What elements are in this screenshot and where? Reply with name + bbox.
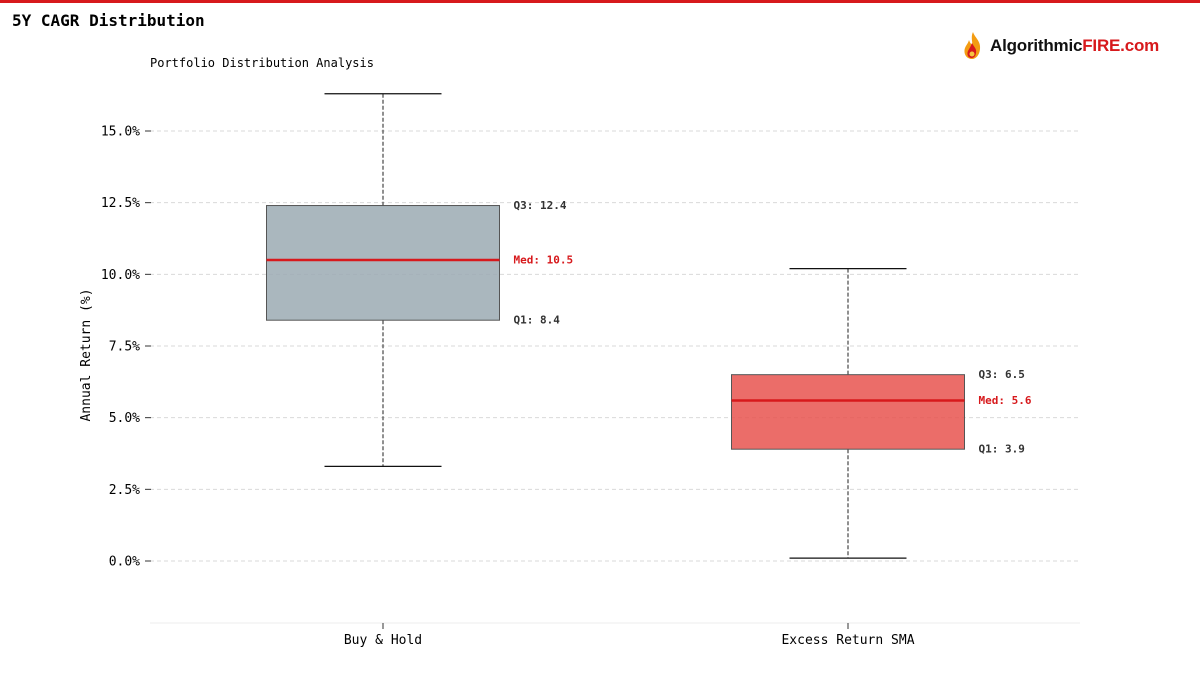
x-tick-label: Buy & Hold bbox=[344, 633, 422, 648]
median-label: Med: 5.6 bbox=[979, 394, 1032, 407]
y-tick-label: 5.0% bbox=[109, 411, 140, 426]
box-group: Q3: 12.4 Med: 10.5 Q1: 8.4 bbox=[266, 93, 574, 467]
chart-subtitle: Portfolio Distribution Analysis bbox=[150, 56, 374, 70]
grid-lines bbox=[150, 130, 1080, 562]
x-tick-label: Excess Return SMA bbox=[781, 633, 914, 648]
page-title: 5Y CAGR Distribution bbox=[12, 11, 205, 30]
top-accent-bar bbox=[0, 0, 1200, 3]
median-label: Med: 10.5 bbox=[514, 254, 574, 267]
iqr-box bbox=[266, 205, 500, 321]
logo-text-main: Algorithmic bbox=[990, 36, 1083, 55]
y-tick-label: 10.0% bbox=[101, 268, 140, 283]
q3-label: Q3: 12.4 bbox=[514, 199, 567, 212]
y-tick-label: 2.5% bbox=[109, 483, 140, 498]
axes: 0.0% 2.5% 5.0% 7.5% 10.0% 12.5% 15.0% Buy & Hol… bbox=[101, 125, 1080, 648]
brand-logo[interactable]: AlgorithmicFIRE.com bbox=[960, 30, 1190, 64]
q1-label: Q1: 3.9 bbox=[979, 443, 1025, 456]
y-tick-label: 15.0% bbox=[101, 125, 140, 140]
box-group: Q3: 6.5 Med: 5.6 Q1: 3.9 bbox=[731, 268, 1032, 559]
y-axis-label: Annual Return (%) bbox=[79, 288, 94, 421]
y-tick-label: 0.0% bbox=[109, 555, 140, 570]
y-tick-label: 12.5% bbox=[101, 196, 140, 211]
iqr-box bbox=[731, 374, 965, 450]
q1-label: Q1: 8.4 bbox=[514, 314, 561, 327]
logo-text-accent: FIRE.com bbox=[1082, 36, 1160, 55]
y-tick-label: 7.5% bbox=[109, 340, 140, 355]
flame-icon bbox=[964, 32, 981, 59]
q3-label: Q3: 6.5 bbox=[979, 368, 1025, 381]
logo-text: AlgorithmicFIRE.com bbox=[990, 36, 1159, 56]
